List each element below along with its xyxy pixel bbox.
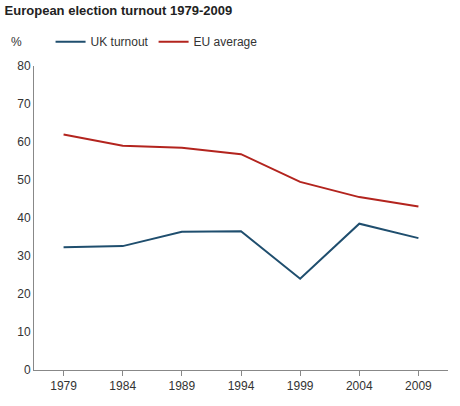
svg-text:0: 0 [24, 363, 31, 377]
svg-text:1984: 1984 [109, 379, 136, 393]
svg-text:%: % [11, 35, 22, 49]
svg-text:1994: 1994 [228, 379, 255, 393]
svg-text:20: 20 [17, 287, 31, 301]
svg-text:2004: 2004 [346, 379, 373, 393]
svg-text:1999: 1999 [287, 379, 314, 393]
svg-text:10: 10 [17, 325, 31, 339]
svg-text:2009: 2009 [405, 379, 432, 393]
svg-text:40: 40 [17, 211, 31, 225]
svg-text:70: 70 [17, 97, 31, 111]
svg-text:1989: 1989 [169, 379, 196, 393]
svg-text:80: 80 [17, 59, 31, 73]
svg-text:EU average: EU average [194, 35, 258, 49]
svg-text:50: 50 [17, 173, 31, 187]
svg-text:30: 30 [17, 249, 31, 263]
svg-text:60: 60 [17, 135, 31, 149]
svg-text:UK turnout: UK turnout [91, 35, 149, 49]
svg-text:1979: 1979 [50, 379, 77, 393]
svg-text:European election turnout 1979: European election turnout 1979-2009 [5, 3, 233, 18]
